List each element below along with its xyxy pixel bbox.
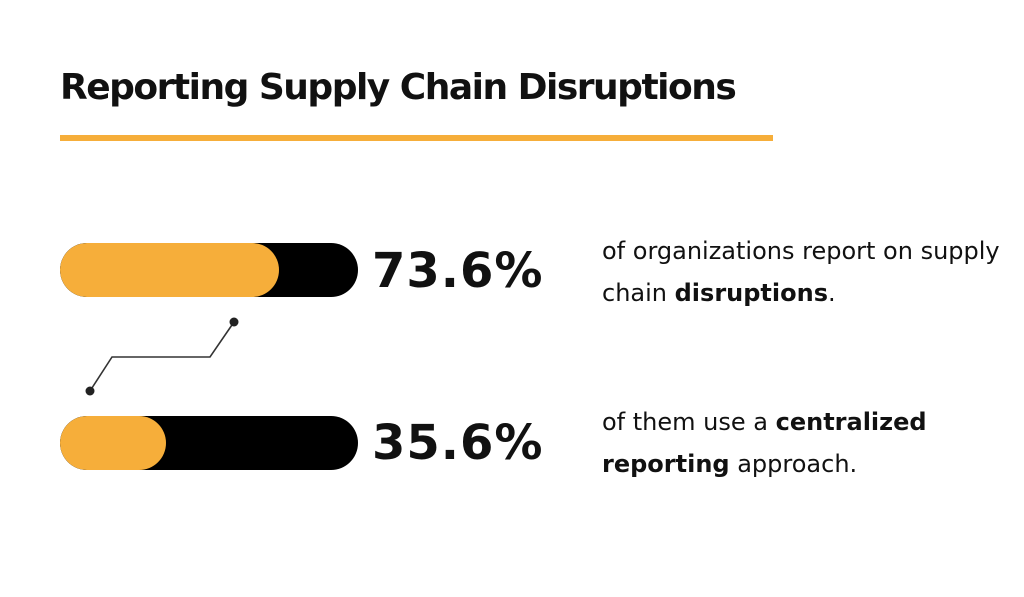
progress-bar-2	[60, 416, 358, 470]
stat-description-1: of organizations report on supply chain …	[602, 230, 1002, 314]
bar-fill-1	[60, 243, 280, 297]
progress-bar-1	[60, 243, 358, 297]
stat-value-1: 73.6%	[372, 243, 544, 299]
stat-value-2: 35.6%	[372, 415, 544, 471]
title-underline	[60, 135, 773, 141]
connector-start-dot	[229, 317, 239, 327]
connector-end-dot	[85, 386, 95, 396]
desc-1-text: of organizations report on supply chain	[602, 237, 1000, 307]
desc-1-end: .	[827, 279, 836, 307]
desc-2-end: approach.	[729, 450, 858, 478]
desc-2-bold: centralized reporting	[602, 408, 927, 478]
chart-title: Reporting Supply Chain Disruptions	[60, 67, 737, 108]
desc-1-bold: disruptions	[674, 279, 828, 307]
desc-2-text: of them use a	[602, 408, 776, 436]
stat-description-2: of them use a centralized reporting appr…	[602, 401, 1002, 485]
bar-fill-2	[60, 416, 167, 470]
